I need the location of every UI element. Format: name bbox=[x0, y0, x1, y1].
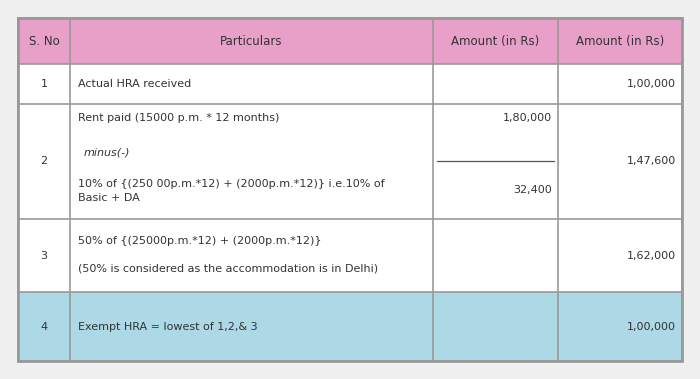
Text: Basic + DA: Basic + DA bbox=[78, 193, 139, 203]
Text: minus(-): minus(-) bbox=[84, 147, 130, 157]
Text: 50% of {(25000p.m.*12) + (2000p.m.*12)}: 50% of {(25000p.m.*12) + (2000p.m.*12)} bbox=[78, 236, 321, 246]
Text: 2: 2 bbox=[41, 156, 48, 166]
Bar bbox=[18, 293, 682, 361]
Text: Amount (in Rs): Amount (in Rs) bbox=[452, 34, 540, 48]
Text: S. No: S. No bbox=[29, 34, 60, 48]
Text: 1,00,000: 1,00,000 bbox=[627, 322, 676, 332]
Text: 10% of {(250 00p.m.*12) + (2000p.m.*12)} i.e.10% of: 10% of {(250 00p.m.*12) + (2000p.m.*12)}… bbox=[78, 179, 384, 189]
Text: 1,80,000: 1,80,000 bbox=[503, 113, 552, 122]
Text: Actual HRA received: Actual HRA received bbox=[78, 79, 191, 89]
Text: (50% is considered as the accommodation is in Delhi): (50% is considered as the accommodation … bbox=[78, 264, 378, 274]
Text: Exempt HRA = lowest of 1,2,& 3: Exempt HRA = lowest of 1,2,& 3 bbox=[78, 322, 258, 332]
Bar bbox=[18, 64, 682, 104]
Text: Rent paid (15000 p.m. * 12 months): Rent paid (15000 p.m. * 12 months) bbox=[78, 113, 279, 122]
Text: Amount (in Rs): Amount (in Rs) bbox=[576, 34, 664, 48]
Text: 4: 4 bbox=[41, 322, 48, 332]
Bar bbox=[18, 18, 682, 64]
Text: 1: 1 bbox=[41, 79, 48, 89]
Text: 32,400: 32,400 bbox=[513, 185, 552, 195]
Bar bbox=[18, 219, 682, 293]
Text: 3: 3 bbox=[41, 251, 48, 260]
Text: Particulars: Particulars bbox=[220, 34, 283, 48]
Text: 1,00,000: 1,00,000 bbox=[627, 79, 676, 89]
Text: 1,47,600: 1,47,600 bbox=[626, 156, 676, 166]
Text: 1,62,000: 1,62,000 bbox=[627, 251, 676, 260]
Bar bbox=[18, 104, 682, 219]
